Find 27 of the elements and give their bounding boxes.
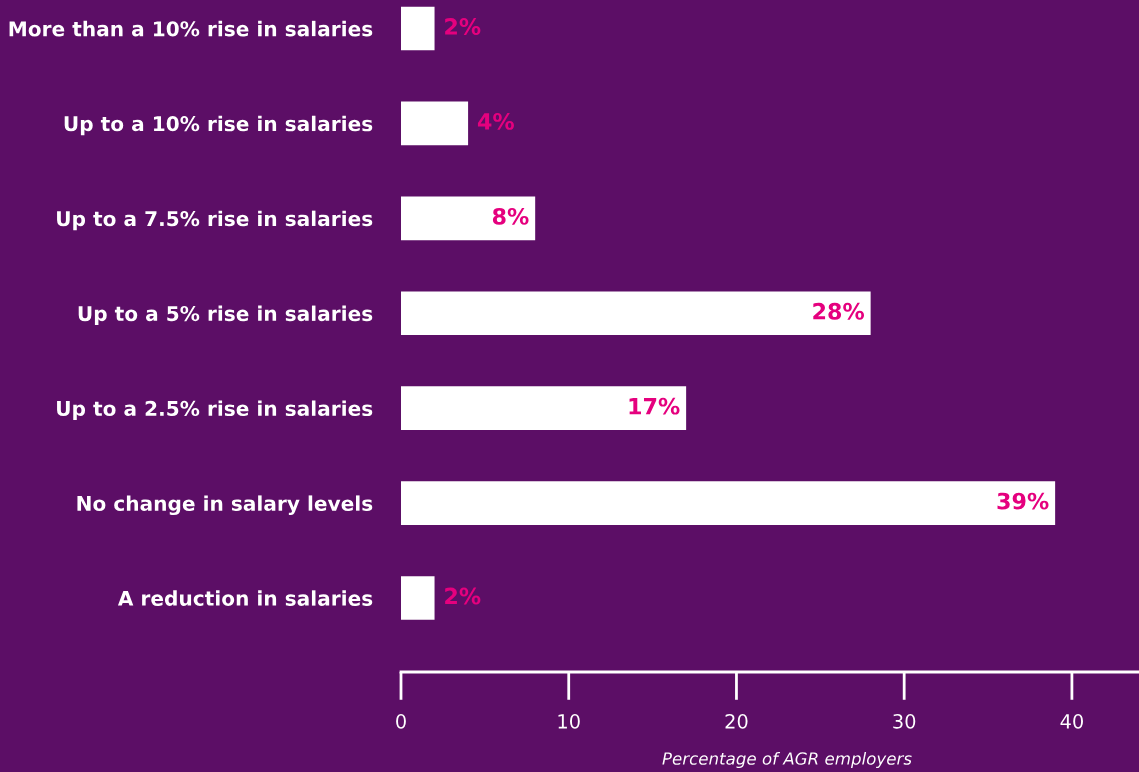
bar: [401, 576, 435, 620]
data-label: 2%: [445, 18, 481, 35]
y-tick-label: No change in salary levels: [77, 495, 373, 516]
y-tick-label: More than a 10% rise in salaries: [9, 20, 373, 37]
data-label: 28%: [813, 302, 865, 320]
y-tick-label: Up to a 10% rise in salaries: [64, 115, 373, 136]
y-tick-label: Up to a 2.5% rise in salaries: [57, 400, 373, 420]
bar: [401, 196, 536, 241]
bar: [401, 481, 1056, 525]
x-tick-label: 40: [1060, 714, 1083, 729]
bar: [401, 386, 687, 430]
y-tick-label: A reduction in salaries: [117, 590, 373, 606]
y-tick-label: Up to a 5% rise in salaries: [78, 305, 373, 326]
data-label: 4%: [477, 113, 514, 130]
x-tick-label: 0: [396, 714, 406, 729]
data-label: 8%: [492, 207, 529, 225]
data-label: 39%: [997, 492, 1049, 510]
x-tick-label: 10: [558, 714, 580, 729]
x-tick-label: 30: [893, 714, 916, 729]
bar: [401, 6, 435, 51]
y-tick-label: Up to a 7.5% rise in salaries: [57, 210, 373, 231]
data-label: 2%: [445, 587, 481, 605]
bar: [401, 101, 469, 146]
x-axis-title: Percentage of AGR employers: [662, 751, 912, 769]
data-label: 17%: [629, 397, 680, 415]
x-tick-label: 20: [725, 714, 748, 729]
bar: [401, 291, 871, 336]
